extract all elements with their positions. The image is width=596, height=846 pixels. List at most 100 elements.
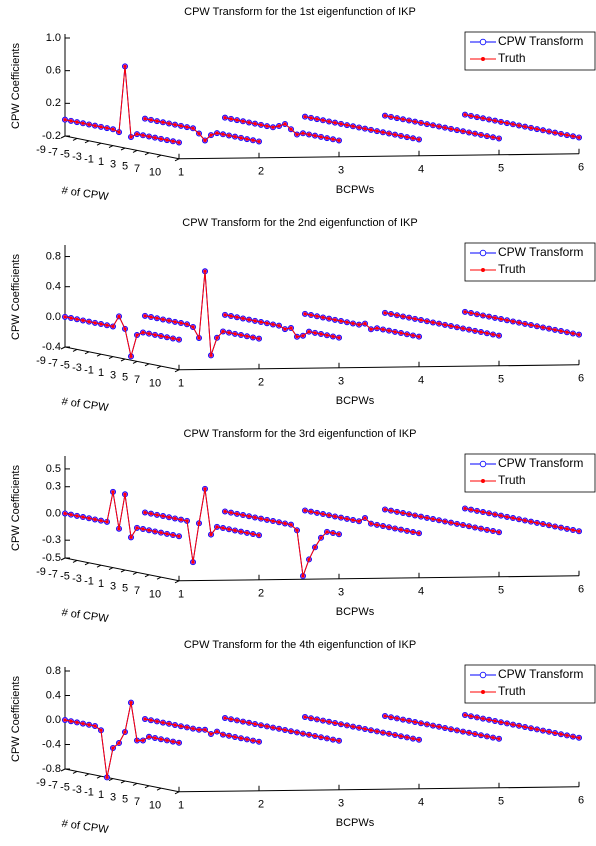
depth-tick-label: 10 [149, 800, 161, 812]
point-dot [171, 139, 175, 143]
point-dot [307, 133, 311, 136]
depth-tick [144, 152, 150, 156]
point-dot [283, 728, 287, 732]
point-dot [399, 331, 403, 335]
point-dot [319, 735, 323, 739]
point-dot [559, 132, 563, 136]
point-dot [63, 718, 67, 722]
point-dot [517, 124, 521, 127]
y-tick-label: -0.3 [42, 534, 61, 546]
y-tick-label: -0.4 [42, 738, 61, 750]
point-dot [345, 517, 349, 521]
point-dot [395, 717, 399, 720]
point-dot [153, 136, 157, 140]
point-dot [277, 727, 281, 731]
point-dot [413, 317, 417, 321]
point-dot [295, 528, 299, 532]
point-dot [129, 701, 133, 704]
point-dot [479, 330, 483, 334]
point-dot [247, 721, 251, 725]
point-dot [407, 316, 411, 320]
point-dot [253, 319, 257, 323]
point-dot [461, 730, 465, 733]
point-dot [571, 332, 575, 335]
point-dot [161, 514, 165, 518]
depth-axis-label: # of CPW [61, 607, 110, 626]
point-dot [265, 124, 269, 128]
point-dot [203, 139, 207, 142]
point-dot [313, 134, 317, 138]
point-dot [331, 531, 335, 535]
point-dot [443, 726, 447, 730]
depth-axis-label: # of CPW [61, 185, 110, 204]
depth-tick-label: 5 [122, 372, 128, 384]
point-dot [529, 726, 533, 730]
series-line [144, 488, 260, 563]
point-dot [87, 320, 91, 324]
x-tick-label: 2 [258, 166, 264, 178]
point-dot [307, 558, 311, 561]
point-dot [487, 315, 491, 319]
depth-tick-label: 3 [110, 580, 116, 592]
point-dot [417, 138, 421, 141]
depth-tick-label: -9 [36, 777, 46, 789]
point-dot [135, 333, 139, 337]
x-tick-label: 4 [418, 586, 424, 598]
point-dot [577, 529, 581, 533]
point-dot [315, 718, 319, 721]
point-dot [197, 728, 201, 732]
point-dot [209, 133, 213, 137]
point-dot [143, 511, 147, 514]
point-dot [99, 519, 103, 523]
depth-tick [108, 778, 114, 782]
point-dot [229, 717, 233, 721]
point-dot [383, 114, 387, 118]
depth-tick-label: -5 [60, 149, 70, 161]
point-dot [387, 132, 391, 135]
point-dot [389, 715, 393, 719]
point-dot [345, 320, 349, 324]
depth-tick [72, 137, 78, 141]
point-dot [333, 515, 337, 518]
point-dot [149, 315, 153, 319]
point-dot [283, 122, 287, 126]
depth-tick-label: 3 [110, 158, 116, 170]
point-dot [257, 740, 261, 744]
point-dot [75, 317, 79, 321]
point-dot [395, 116, 399, 120]
point-dot [179, 124, 183, 128]
point-dot [431, 724, 435, 727]
depth-tick-label: 5 [122, 583, 128, 595]
point-dot [553, 525, 557, 528]
point-dot [351, 322, 355, 325]
point-dot [331, 137, 335, 141]
chart-title: CPW Transform for the 2nd eigenfunction … [182, 217, 417, 229]
point-dot [461, 327, 465, 330]
point-dot [313, 331, 317, 335]
depth-tick [156, 154, 162, 158]
depth-tick-label: 7 [134, 163, 140, 175]
point-dot [167, 122, 171, 125]
legend-label: CPW Transform [498, 456, 583, 470]
point-dot [523, 725, 527, 729]
point-dot [497, 137, 501, 140]
y-tick-label: -0.2 [42, 130, 61, 142]
point-dot [443, 323, 447, 327]
depth-axis-label: # of CPW [61, 396, 110, 415]
point-dot [375, 523, 379, 527]
point-dot [251, 336, 255, 339]
point-dot [389, 115, 393, 119]
point-dot [309, 116, 313, 120]
legend-box [464, 453, 596, 493]
point-dot [203, 728, 207, 732]
point-dot [449, 324, 453, 328]
point-dot [337, 139, 341, 142]
depth-tick-label: -3 [72, 362, 82, 374]
chart-title: CPW Transform for the 3rd eigenfunction … [184, 428, 417, 440]
depth-tick-label: -9 [36, 566, 46, 578]
point-dot [301, 574, 305, 578]
depth-tick-label: 5 [122, 794, 128, 806]
depth-tick-label: -1 [84, 154, 94, 166]
point-dot [553, 131, 557, 135]
